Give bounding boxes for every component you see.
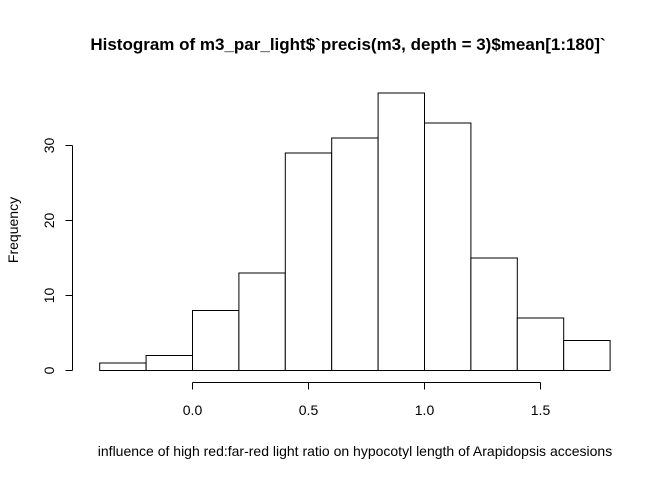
histogram-bar [99,362,147,371]
x-axis-label: influence of high red:far-red light rati… [98,443,612,459]
y-tick-label: 10 [41,288,57,304]
histogram-bar [284,152,333,371]
histogram-bar [331,137,379,371]
x-tick-label: 0.0 [183,402,203,418]
y-axis-label: Frequency [5,197,21,263]
chart-title: Histogram of m3_par_light$`precis(m3, de… [90,35,605,54]
histogram-bar [563,340,611,371]
y-tick-label: 30 [41,138,57,154]
x-tick-label: 0.5 [299,402,319,418]
histogram-bar [470,257,518,371]
histogram-bar [145,355,194,371]
histogram-bar [424,122,472,371]
histogram-bar [377,92,426,371]
x-tick-label: 1.0 [415,402,435,418]
histogram-bar [516,317,565,371]
x-tick-label: 1.5 [531,402,551,418]
y-axis: 0 10 20 30 [41,138,73,374]
y-tick-label: 20 [41,213,57,229]
histogram-bars [99,92,611,371]
x-axis: 0.0 0.5 1.0 1.5 [183,382,551,418]
y-tick-label: 0 [41,366,57,374]
histogram-bar [192,310,240,371]
histogram-bar [238,272,286,371]
